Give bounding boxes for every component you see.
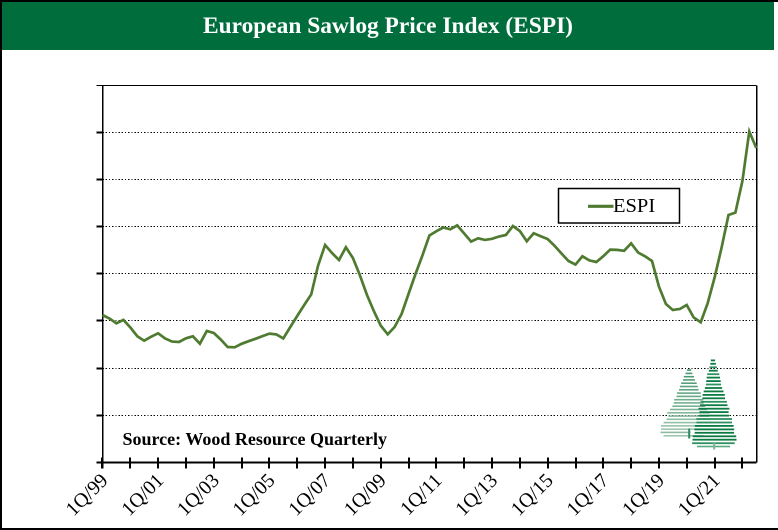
svg-text:ESPI: ESPI [613,195,655,217]
svg-text:1Q/11: 1Q/11 [396,469,446,519]
svg-text:Source: Wood Resource Quarterl: Source: Wood Resource Quarterly [123,429,387,449]
svg-text:1Q/01: 1Q/01 [117,469,168,520]
svg-text:1Q/03: 1Q/03 [173,469,224,520]
svg-text:1Q/99: 1Q/99 [62,469,113,520]
svg-text:1Q/19: 1Q/19 [618,469,669,520]
svg-text:1Q/05: 1Q/05 [229,469,280,520]
svg-text:1Q/07: 1Q/07 [284,469,335,520]
svg-text:1Q/13: 1Q/13 [451,469,502,520]
svg-text:1Q/17: 1Q/17 [562,469,613,520]
svg-text:1Q/15: 1Q/15 [507,469,558,520]
svg-text:1Q/21: 1Q/21 [674,469,725,520]
svg-text:1Q/09: 1Q/09 [340,469,391,520]
